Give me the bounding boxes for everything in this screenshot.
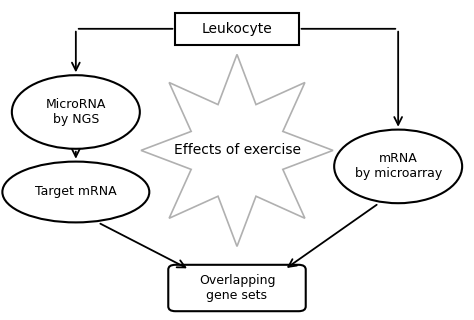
FancyBboxPatch shape (175, 13, 299, 45)
Text: Target mRNA: Target mRNA (35, 186, 117, 198)
Ellipse shape (12, 75, 140, 149)
Ellipse shape (2, 162, 149, 222)
Text: MicroRNA
by NGS: MicroRNA by NGS (46, 98, 106, 126)
FancyBboxPatch shape (168, 265, 306, 311)
Polygon shape (141, 54, 333, 246)
Ellipse shape (334, 130, 462, 203)
Text: mRNA
by microarray: mRNA by microarray (355, 152, 442, 180)
Text: Effects of exercise: Effects of exercise (173, 143, 301, 157)
Text: Overlapping
gene sets: Overlapping gene sets (199, 274, 275, 302)
Text: Leukocyte: Leukocyte (201, 22, 273, 36)
